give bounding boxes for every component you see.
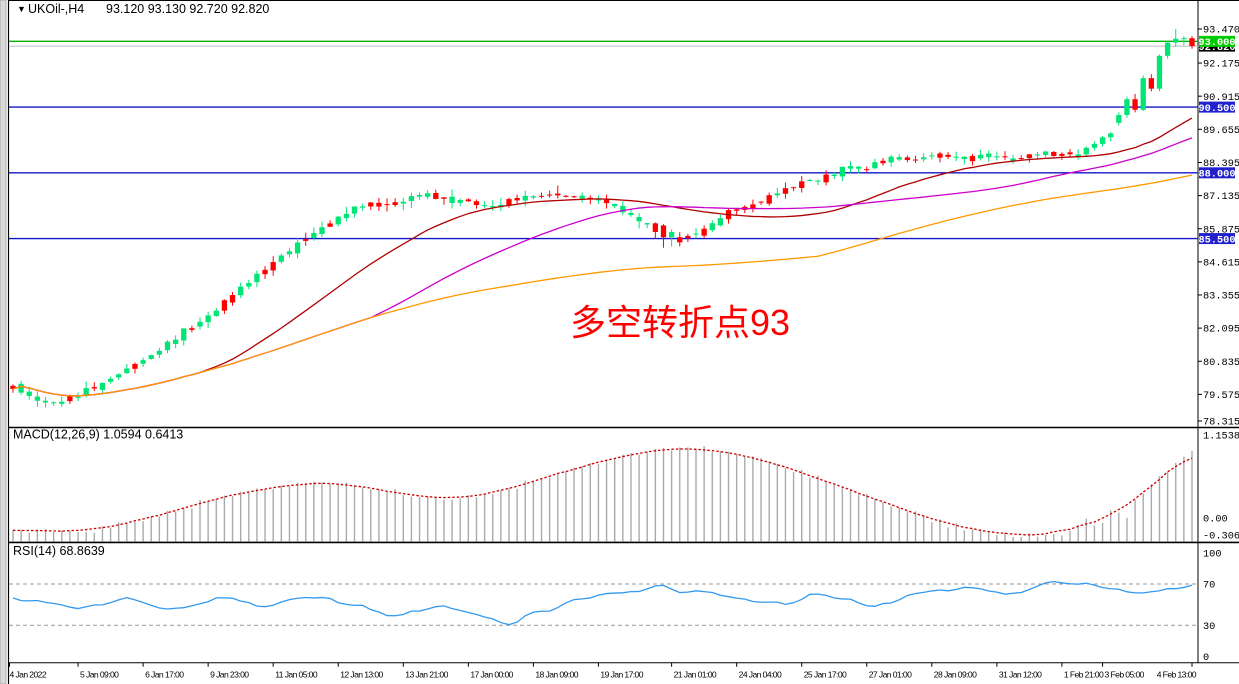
svg-text:78.315: 78.315 [1203,417,1239,429]
svg-text:13 Jan 21:00: 13 Jan 21:00 [405,670,448,680]
svg-text:24 Jan 04:00: 24 Jan 04:00 [739,670,782,680]
svg-text:11 Jan 05:00: 11 Jan 05:00 [275,670,318,680]
svg-text:MACD(12,26,9) 1.0594 0.6413: MACD(12,26,9) 1.0594 0.6413 [13,428,183,442]
svg-text:70: 70 [1203,580,1215,592]
svg-text:18 Jan 09:00: 18 Jan 09:00 [535,670,578,680]
svg-text:19 Jan 17:00: 19 Jan 17:00 [600,670,643,680]
svg-text:1 Feb 21:00: 1 Feb 21:00 [1064,670,1104,680]
svg-text:▼: ▼ [17,4,26,14]
svg-text:27 Jan 01:00: 27 Jan 01:00 [869,670,912,680]
svg-text:-0.3068: -0.3068 [1203,531,1239,543]
svg-text:79.575: 79.575 [1203,390,1239,402]
svg-text:5 Jan 09:00: 5 Jan 09:00 [80,670,119,680]
svg-text:28 Jan 09:00: 28 Jan 09:00 [934,670,977,680]
svg-text:3 Feb 05:00: 3 Feb 05:00 [1105,670,1145,680]
svg-text:21 Jan 01:00: 21 Jan 01:00 [674,670,717,680]
svg-text:25 Jan 17:00: 25 Jan 17:00 [804,670,847,680]
svg-text:9 Jan 23:00: 9 Jan 23:00 [210,670,249,680]
svg-text:93.470: 93.470 [1203,25,1239,37]
svg-text:84.615: 84.615 [1203,257,1239,269]
svg-text:UKOil-,H4: UKOil-,H4 [28,2,84,16]
svg-text:多空转折点93: 多空转折点93 [570,302,790,343]
svg-text:4 Feb 13:00: 4 Feb 13:00 [1157,670,1197,680]
svg-text:4 Jan 2022: 4 Jan 2022 [10,670,47,680]
svg-text:85.500: 85.500 [1198,234,1235,246]
svg-text:92.175: 92.175 [1203,59,1239,71]
svg-text:31 Jan 12:00: 31 Jan 12:00 [999,670,1042,680]
svg-text:82.095: 82.095 [1203,324,1239,336]
svg-text:6 Jan 17:00: 6 Jan 17:00 [145,670,184,680]
svg-text:0.00: 0.00 [1203,514,1228,526]
svg-text:RSI(14) 68.8639: RSI(14) 68.8639 [13,544,105,558]
svg-text:89.655: 89.655 [1203,125,1239,137]
svg-text:30: 30 [1203,621,1215,633]
svg-text:17 Jan 00:00: 17 Jan 00:00 [470,670,513,680]
svg-text:87.135: 87.135 [1203,191,1239,203]
svg-text:80.835: 80.835 [1203,357,1239,369]
svg-text:0: 0 [1203,652,1209,664]
svg-text:93.120 93.130 92.720 92.820: 93.120 93.130 92.720 92.820 [106,2,269,16]
svg-text:83.355: 83.355 [1203,291,1239,303]
svg-text:1.1538: 1.1538 [1203,431,1239,443]
svg-text:100: 100 [1203,549,1222,561]
svg-text:88.000: 88.000 [1198,169,1235,181]
svg-text:12 Jan 13:00: 12 Jan 13:00 [340,670,383,680]
svg-text:90.500: 90.500 [1198,103,1235,115]
svg-text:93.000: 93.000 [1198,37,1235,49]
